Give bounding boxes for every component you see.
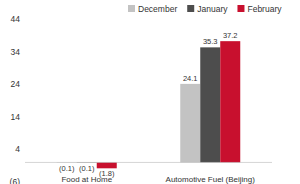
data-label: (0.1) [79, 164, 95, 173]
legend-swatch [187, 5, 194, 12]
data-label: (0.1) [59, 164, 75, 173]
y-tick-label: 44 [11, 14, 21, 24]
y-tick-label: (6) [10, 177, 21, 184]
legend-swatch [237, 5, 244, 12]
bar [97, 162, 117, 168]
y-tick-label: 14 [11, 112, 21, 122]
bar [180, 84, 200, 163]
bar [220, 41, 240, 162]
bar [200, 47, 220, 162]
y-tick-label: 34 [11, 47, 21, 57]
bars [57, 41, 241, 168]
legend-swatch [128, 5, 135, 12]
data-label: 24.1 [183, 74, 198, 83]
data-label: 35.3 [203, 37, 218, 46]
x-tick-label: Automotive Fuel (Beijing) [166, 175, 256, 184]
x-tick-label: Food at Home [61, 175, 112, 184]
legend-label: December [138, 4, 177, 14]
chart: (6)414243444(0.1)24.1(0.1)35.3(1.8)37.2F… [0, 0, 300, 184]
y-tick-label: 24 [11, 79, 21, 89]
legend-label: February [247, 4, 282, 14]
legend-label: January [197, 4, 228, 14]
data-label: 37.2 [223, 31, 238, 40]
y-tick-label: 4 [15, 144, 20, 154]
